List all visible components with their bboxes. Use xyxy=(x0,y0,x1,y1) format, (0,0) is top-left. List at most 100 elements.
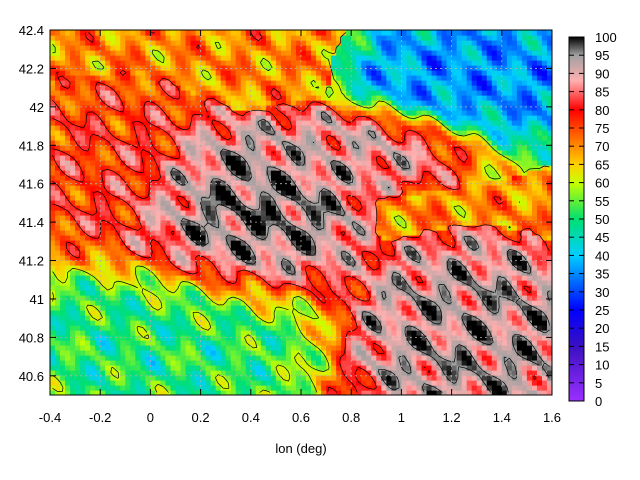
heatmap-cell xyxy=(195,175,202,181)
heatmap-cell xyxy=(336,190,342,196)
heatmap-cell xyxy=(401,280,408,286)
heatmap-cell xyxy=(225,320,232,326)
heatmap-cell xyxy=(165,360,172,366)
heatmap-cell xyxy=(341,215,347,221)
heatmap-cell xyxy=(381,150,387,156)
heatmap-cell xyxy=(391,360,397,366)
heatmap-cell xyxy=(441,285,448,291)
heatmap-cell xyxy=(75,370,81,376)
heatmap-cell xyxy=(290,230,297,236)
heatmap-cell xyxy=(110,225,116,231)
heatmap-cell xyxy=(301,160,307,166)
heatmap-cell xyxy=(421,340,428,346)
heatmap-cell xyxy=(366,185,372,191)
heatmap-cell xyxy=(60,260,66,266)
heatmap-cell xyxy=(521,290,528,296)
heatmap-cell xyxy=(230,360,237,366)
heatmap-cell xyxy=(250,315,257,321)
heatmap-cell xyxy=(125,370,131,376)
heatmap-cell xyxy=(55,150,61,156)
heatmap-cell xyxy=(436,265,443,271)
heatmap-cell xyxy=(185,150,192,156)
heatmap-cell xyxy=(185,280,192,286)
heatmap-cell xyxy=(496,210,503,216)
heatmap-cell xyxy=(60,370,66,376)
heatmap-cell xyxy=(306,345,312,351)
heatmap-cell xyxy=(371,325,377,331)
heatmap-cell xyxy=(215,235,222,241)
heatmap-cell xyxy=(195,305,202,311)
heatmap-cell xyxy=(165,190,172,196)
heatmap-cell xyxy=(361,145,367,151)
heatmap-cell xyxy=(446,170,453,176)
heatmap-cell xyxy=(105,265,111,271)
heatmap-cell xyxy=(496,280,503,286)
heatmap-cell xyxy=(90,170,96,176)
heatmap-cell xyxy=(70,350,76,356)
heatmap-cell xyxy=(50,305,56,311)
heatmap-cell xyxy=(461,345,468,351)
heatmap-cell xyxy=(50,375,56,381)
heatmap-cell xyxy=(50,145,56,151)
heatmap-cell xyxy=(401,385,408,391)
heatmap-cell xyxy=(275,210,282,216)
heatmap-cell xyxy=(290,290,297,296)
heatmap-cell xyxy=(110,175,116,181)
heatmap-cell xyxy=(210,165,217,171)
heatmap-cell xyxy=(210,385,217,391)
heatmap-cell xyxy=(421,265,428,271)
heatmap-cell xyxy=(230,260,237,266)
heatmap-cell xyxy=(245,385,252,391)
heatmap-cell xyxy=(521,155,528,161)
heatmap-cell xyxy=(120,155,126,161)
heatmap-cell xyxy=(371,200,377,206)
heatmap-cell xyxy=(466,165,473,171)
heatmap-cell xyxy=(411,270,418,276)
heatmap-cell xyxy=(100,295,106,301)
heatmap-cell xyxy=(336,320,342,326)
heatmap-cell xyxy=(326,175,332,181)
heatmap-cell xyxy=(285,165,292,171)
heatmap-cell xyxy=(175,335,182,341)
heatmap-cell xyxy=(416,365,423,371)
heatmap-cell xyxy=(466,230,473,236)
heatmap-cell xyxy=(260,280,267,286)
heatmap-cell xyxy=(55,380,61,386)
heatmap-cell xyxy=(516,370,523,376)
heatmap-cell xyxy=(361,185,367,191)
heatmap-cell xyxy=(225,235,232,241)
heatmap-cell xyxy=(85,330,91,336)
heatmap-cell xyxy=(501,255,508,261)
heatmap-cell xyxy=(65,170,71,176)
heatmap-cell xyxy=(471,155,478,161)
heatmap-cell xyxy=(506,345,513,351)
heatmap-cell xyxy=(441,330,448,336)
heatmap-cell xyxy=(60,335,66,341)
heatmap-cell xyxy=(506,265,513,271)
heatmap-cell xyxy=(260,290,267,296)
heatmap-cell xyxy=(140,225,146,231)
heatmap-cell xyxy=(155,300,162,306)
heatmap-cell xyxy=(466,205,473,211)
heatmap-cell xyxy=(80,180,86,186)
heatmap-cell xyxy=(195,230,202,236)
heatmap-cell xyxy=(521,145,528,151)
heatmap-cell xyxy=(436,205,443,211)
heatmap-cell xyxy=(326,350,332,356)
heatmap-cell xyxy=(285,290,292,296)
heatmap-cell xyxy=(140,150,146,156)
heatmap-cell xyxy=(391,225,397,231)
heatmap-cell xyxy=(436,245,443,251)
heatmap-cell xyxy=(381,265,387,271)
heatmap-cell xyxy=(130,200,136,206)
heatmap-cell xyxy=(240,160,247,166)
heatmap-cell xyxy=(491,175,498,181)
heatmap-cell xyxy=(501,175,508,181)
heatmap-cell xyxy=(190,190,197,196)
heatmap-cell xyxy=(170,145,177,151)
heatmap-cell xyxy=(426,215,433,221)
heatmap-cell xyxy=(60,390,66,395)
heatmap-cell xyxy=(100,270,106,276)
heatmap-cell xyxy=(521,210,528,216)
heatmap-cell xyxy=(155,340,162,346)
